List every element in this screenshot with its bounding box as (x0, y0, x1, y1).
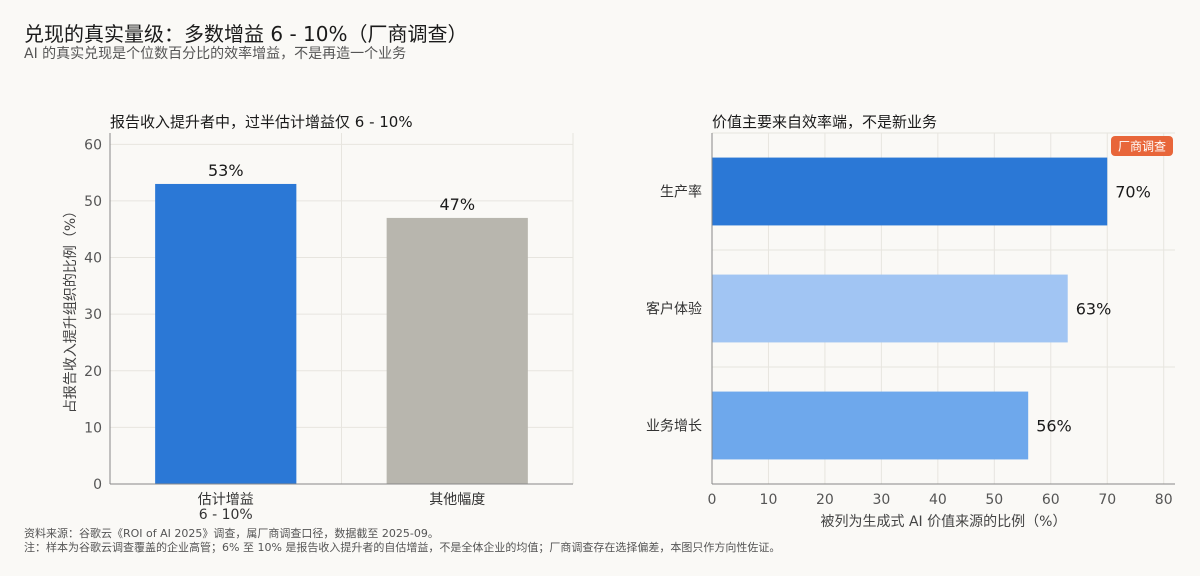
source-badge-label: 厂商调查 (1118, 139, 1166, 154)
left-bar-value-label: 47% (439, 195, 475, 214)
right-bar-value-label: 56% (1036, 417, 1072, 436)
left-y-tick-label: 40 (84, 251, 102, 267)
right-y-tick-label: 客户体验 (646, 301, 702, 318)
left-y-tick-label: 50 (84, 194, 102, 210)
right-bar (712, 391, 1029, 460)
page-subtitle: AI 的真实兑现是个位数百分比的效率增益，不是再造一个业务 (24, 46, 407, 62)
left-y-tick-label: 30 (84, 307, 102, 323)
right-x-tick-label: 70 (1098, 492, 1116, 508)
left-bar (386, 217, 528, 484)
left-y-tick-label: 0 (93, 477, 102, 493)
left-bar-value-label: 53% (208, 161, 244, 180)
footer: 资料来源：谷歌云《ROI of AI 2025》调查，属厂商调查口径，数据截至 … (24, 527, 780, 555)
right-x-axis-label: 被列为生成式 AI 价值来源的比例（%） (821, 514, 1067, 530)
right-bar (712, 157, 1108, 226)
right-bar-value-label: 63% (1076, 300, 1112, 319)
left-bar (155, 183, 297, 485)
right-bar-value-label: 70% (1115, 183, 1151, 202)
left-chart-title: 报告收入提升者中，过半估计增益仅 6 - 10% (110, 113, 413, 131)
right-y-tick-label: 生产率 (660, 184, 702, 201)
left-y-tick-label: 10 (84, 420, 102, 436)
left-y-tick-label: 20 (84, 364, 102, 380)
left-x-tick-label: 估计增益 (198, 492, 254, 508)
right-x-tick-label: 50 (985, 492, 1003, 508)
left-x-tick-label: 其他幅度 (429, 492, 485, 508)
left-y-axis-label: 占报告收入提升组织的比例（%） (63, 204, 79, 413)
footnote: 注：样本为谷歌云调查覆盖的企业高管；6% 至 10% 是报告收入提升者的自估增益… (24, 541, 781, 554)
right-x-tick-label: 0 (708, 492, 717, 508)
source-badge (1111, 136, 1173, 156)
right-y-tick-label: 业务增长 (646, 419, 702, 435)
page-title: 兑现的真实量级：多数增益 6 - 10%（厂商调查） (24, 22, 468, 46)
right-x-tick-label: 10 (760, 492, 778, 508)
right-x-tick-label: 20 (816, 492, 834, 508)
left-x-tick-label: 6 - 10% (199, 507, 253, 523)
right-x-tick-label: 30 (872, 492, 890, 508)
right-bar (712, 274, 1068, 343)
right-x-tick-label: 60 (1042, 492, 1060, 508)
right-chart-title: 价值主要来自效率端，不是新业务 (712, 113, 937, 131)
source-note: 资料来源：谷歌云《ROI of AI 2025》调查，属厂商调查口径，数据截至 … (24, 527, 439, 540)
right-x-tick-label: 40 (929, 492, 947, 508)
right-x-tick-label: 80 (1155, 492, 1173, 508)
left-y-tick-label: 60 (84, 137, 102, 153)
